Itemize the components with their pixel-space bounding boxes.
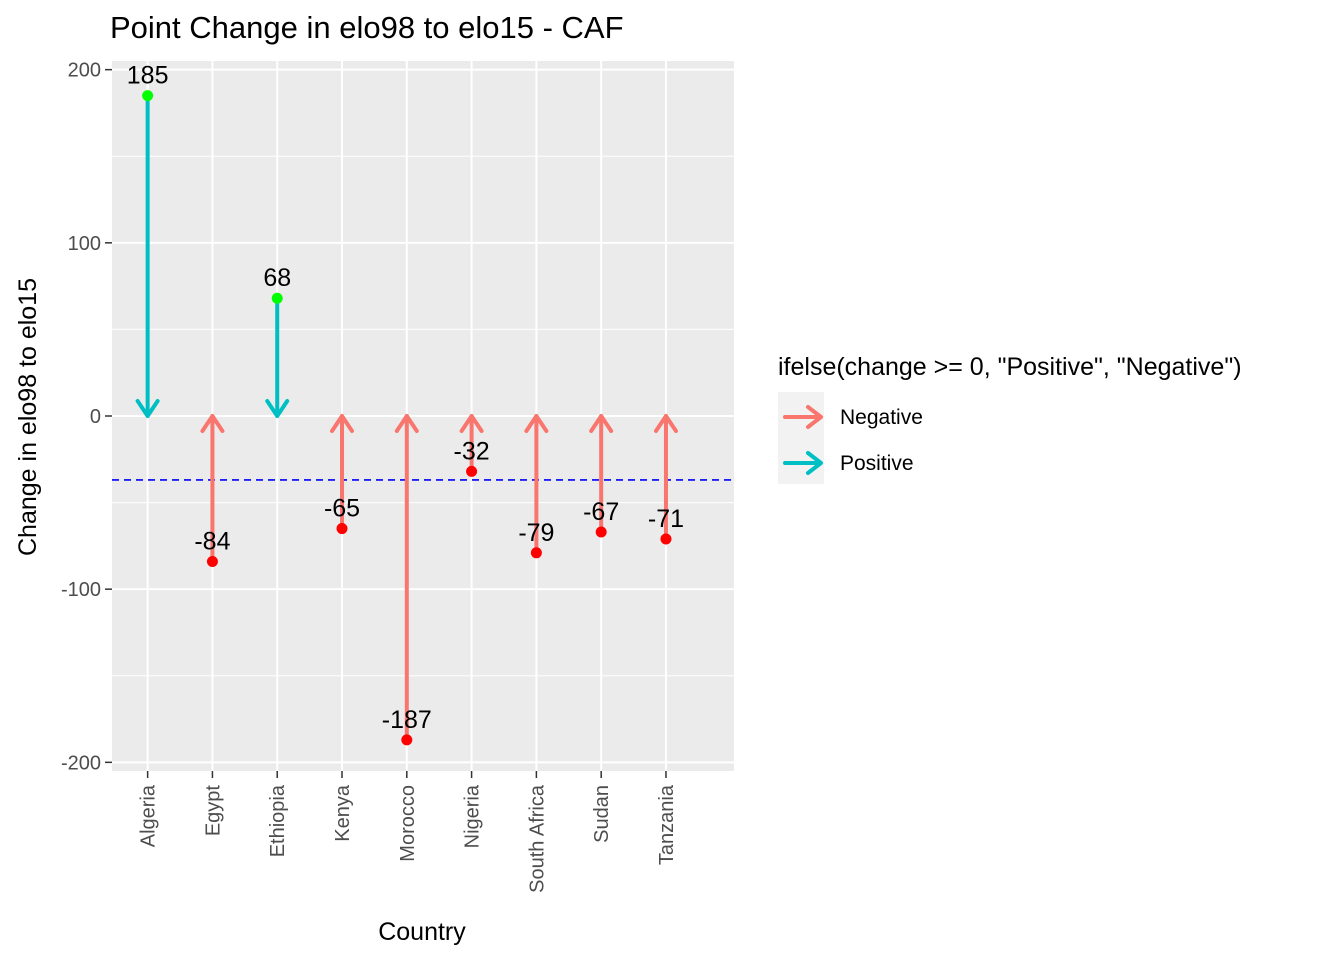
change-arrow xyxy=(265,296,290,418)
legend-key-negative xyxy=(783,405,823,429)
legend-key-background xyxy=(778,392,824,484)
x-tick-label: Sudan xyxy=(591,785,613,843)
arrow-head xyxy=(330,414,355,433)
data-label: -32 xyxy=(454,437,490,465)
y-tick-label: 0 xyxy=(90,406,101,428)
data-label: -79 xyxy=(518,519,554,547)
legend-arrow-head xyxy=(806,405,823,429)
data-point xyxy=(401,734,413,746)
data-label: 185 xyxy=(127,62,169,90)
x-axis: Algeria Egypt Ethiopia Kenya Morocco Nigeria S… xyxy=(138,771,678,893)
data-point xyxy=(530,547,542,559)
data-label: -187 xyxy=(382,706,432,734)
x-tick-label: Tanzania xyxy=(656,784,678,865)
arrow-head xyxy=(394,414,419,433)
data-label: -67 xyxy=(583,498,619,526)
data-point xyxy=(206,555,218,567)
x-tick-label: South Africa xyxy=(526,784,548,893)
data-point xyxy=(660,533,672,545)
data-point xyxy=(595,526,607,538)
arrow-marks xyxy=(135,93,678,742)
y-axis-title: Change in elo98 to elo15 xyxy=(14,278,42,556)
change-arrow xyxy=(524,414,549,555)
legend-arrow-head xyxy=(806,451,823,475)
y-tick-label: 200 xyxy=(68,60,101,82)
y-tick-label: 100 xyxy=(68,233,101,255)
data-label: -71 xyxy=(648,505,684,533)
point-marks xyxy=(142,90,672,746)
y-tick-label: -100 xyxy=(61,579,101,601)
chart-title: Point Change in elo98 to elo15 - CAF xyxy=(110,10,624,45)
change-arrow xyxy=(330,414,355,531)
change-arrow xyxy=(653,414,678,541)
arrow-head xyxy=(589,414,614,433)
arrow-head xyxy=(459,414,484,433)
data-label: -65 xyxy=(324,495,360,523)
data-labels: 185 -84 68 -65 -187 -32 -79 -67 -71 xyxy=(127,62,684,734)
data-point xyxy=(271,292,283,304)
data-point xyxy=(466,465,478,477)
arrow-head xyxy=(524,414,549,433)
x-tick-label: Algeria xyxy=(138,784,160,847)
change-arrow xyxy=(459,414,484,474)
data-point xyxy=(336,523,348,535)
x-axis-title: Country xyxy=(378,918,466,946)
legend: ifelse(change >= 0, "Positive", "Negativ… xyxy=(778,353,1242,484)
data-point xyxy=(142,90,154,102)
legend-label: Negative xyxy=(840,406,923,429)
change-arrow xyxy=(135,93,160,418)
y-axis: 200 100 0 -100 -200 xyxy=(61,60,112,774)
x-tick-label: Ethiopia xyxy=(267,784,289,857)
data-label: -84 xyxy=(194,527,230,555)
y-tick-label: -200 xyxy=(61,752,101,774)
change-arrow xyxy=(200,414,225,564)
arrow-head xyxy=(200,414,225,433)
arrow-head xyxy=(265,399,290,418)
arrow-head xyxy=(135,399,160,418)
legend-label: Positive xyxy=(840,452,914,475)
legend-key-positive xyxy=(783,451,823,475)
arrow-head xyxy=(653,414,678,433)
change-arrow xyxy=(394,414,419,742)
x-tick-label: Kenya xyxy=(332,784,354,842)
change-arrow xyxy=(589,414,614,535)
data-label: 68 xyxy=(263,264,291,292)
x-tick-label: Nigeria xyxy=(462,784,484,848)
x-tick-label: Morocco xyxy=(397,785,419,862)
legend-title: ifelse(change >= 0, "Positive", "Negativ… xyxy=(778,353,1242,381)
x-tick-label: Egypt xyxy=(202,785,224,837)
